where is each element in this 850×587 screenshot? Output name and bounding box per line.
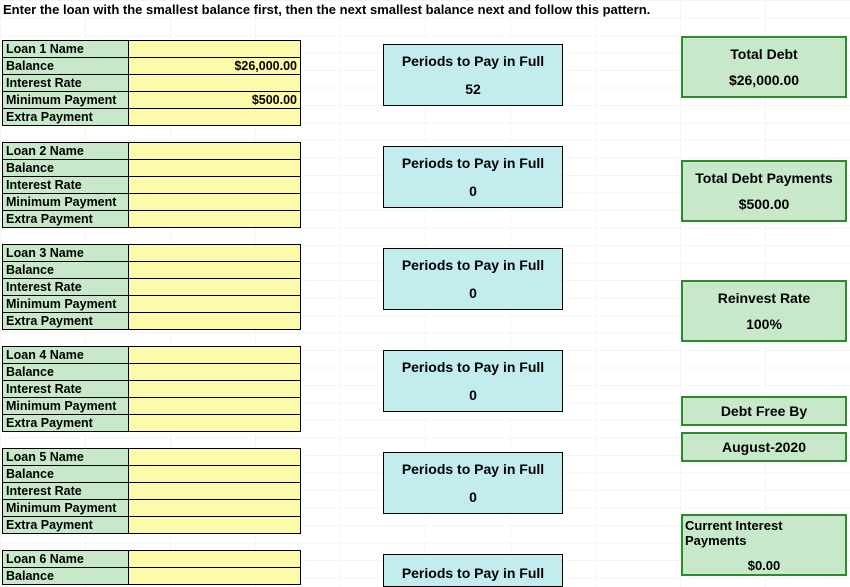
summary-value: $500.00 <box>739 196 790 212</box>
loan-field-input[interactable] <box>129 483 300 499</box>
loan-field-input[interactable] <box>129 211 300 227</box>
loan-block-1: Loan 1 NameBalance$26,000.00Interest Rat… <box>2 40 301 126</box>
loan-block-4: Loan 4 NameBalanceInterest RateMinimum P… <box>2 346 301 432</box>
summary-title: Debt Free By <box>721 403 807 419</box>
loan-field-label: Extra Payment <box>3 517 129 533</box>
summary-title: Current Interest Payments <box>685 518 843 548</box>
summary-box-0: Total Debt $26,000.00 <box>681 36 847 98</box>
loan-block-6: Loan 6 NameBalance <box>2 550 301 585</box>
loan-field-input[interactable] <box>129 177 300 193</box>
periods-box-1: Periods to Pay in Full 52 <box>383 44 563 106</box>
loan-field-input[interactable] <box>129 296 300 312</box>
loan-field-input[interactable] <box>129 262 300 278</box>
periods-box-3: Periods to Pay in Full 0 <box>383 248 563 310</box>
loan-name-label: Loan 1 Name <box>3 41 129 57</box>
summary-box-3: Debt Free By <box>681 396 847 426</box>
loan-name-input[interactable] <box>129 41 300 57</box>
loan-field-input[interactable]: $26,000.00 <box>129 58 300 74</box>
loan-field-label: Minimum Payment <box>3 194 129 210</box>
periods-label: Periods to Pay in Full <box>402 53 544 69</box>
loan-field-label: Interest Rate <box>3 75 129 91</box>
loan-field-input[interactable] <box>129 194 300 210</box>
periods-label: Periods to Pay in Full <box>402 257 544 273</box>
loan-field-input[interactable] <box>129 517 300 533</box>
summary-title: Total Debt <box>730 46 797 62</box>
periods-box-5: Periods to Pay in Full 0 <box>383 452 563 514</box>
summary-title: Reinvest Rate <box>718 290 811 306</box>
loan-field-label: Balance <box>3 466 129 482</box>
periods-label: Periods to Pay in Full <box>402 155 544 171</box>
loan-field-label: Interest Rate <box>3 483 129 499</box>
loan-field-input[interactable] <box>129 313 300 329</box>
periods-box-2: Periods to Pay in Full 0 <box>383 146 563 208</box>
loan-field-input[interactable] <box>129 364 300 380</box>
loan-name-input[interactable] <box>129 143 300 159</box>
loan-field-label: Balance <box>3 58 129 74</box>
loan-name-input[interactable] <box>129 551 300 567</box>
periods-label: Periods to Pay in Full <box>402 461 544 477</box>
loan-field-label: Minimum Payment <box>3 500 129 516</box>
periods-box-6: Periods to Pay in Full <box>383 554 563 587</box>
summary-box-4: August-2020 <box>681 432 847 462</box>
loan-field-input[interactable] <box>129 500 300 516</box>
loan-name-input[interactable] <box>129 347 300 363</box>
loan-field-label: Minimum Payment <box>3 296 129 312</box>
loan-field-input[interactable] <box>129 109 300 125</box>
loan-field-label: Extra Payment <box>3 415 129 431</box>
loan-field-input[interactable] <box>129 415 300 431</box>
periods-value: 0 <box>469 183 477 199</box>
summary-title: Total Debt Payments <box>695 170 832 186</box>
summary-box-2: Reinvest Rate 100% <box>681 280 847 342</box>
summary-box-1: Total Debt Payments $500.00 <box>681 160 847 222</box>
periods-value: 0 <box>469 285 477 301</box>
summary-box-5: Current Interest Payments $0.00 <box>681 514 847 576</box>
loan-name-input[interactable] <box>129 449 300 465</box>
summary-title: August-2020 <box>722 439 806 455</box>
loan-field-label: Extra Payment <box>3 313 129 329</box>
loan-field-input[interactable] <box>129 160 300 176</box>
instruction-header: Enter the loan with the smallest balance… <box>3 2 650 17</box>
loan-field-label: Minimum Payment <box>3 92 129 108</box>
loan-block-2: Loan 2 NameBalanceInterest RateMinimum P… <box>2 142 301 228</box>
loan-field-label: Minimum Payment <box>3 398 129 414</box>
loan-field-input[interactable] <box>129 466 300 482</box>
loan-field-input[interactable] <box>129 568 300 584</box>
loan-block-3: Loan 3 NameBalanceInterest RateMinimum P… <box>2 244 301 330</box>
loan-name-label: Loan 2 Name <box>3 143 129 159</box>
loan-field-label: Extra Payment <box>3 211 129 227</box>
loan-field-label: Balance <box>3 262 129 278</box>
loan-field-label: Interest Rate <box>3 279 129 295</box>
loan-field-label: Interest Rate <box>3 177 129 193</box>
loan-name-input[interactable] <box>129 245 300 261</box>
loan-field-input[interactable] <box>129 279 300 295</box>
loan-field-label: Balance <box>3 364 129 380</box>
periods-value: 0 <box>469 489 477 505</box>
periods-label: Periods to Pay in Full <box>402 565 544 581</box>
loan-name-label: Loan 5 Name <box>3 449 129 465</box>
loan-name-label: Loan 6 Name <box>3 551 129 567</box>
loan-field-input[interactable] <box>129 398 300 414</box>
loan-name-label: Loan 3 Name <box>3 245 129 261</box>
loan-name-label: Loan 4 Name <box>3 347 129 363</box>
loan-field-input[interactable]: $500.00 <box>129 92 300 108</box>
loan-field-input[interactable] <box>129 381 300 397</box>
loan-field-label: Interest Rate <box>3 381 129 397</box>
loan-field-label: Extra Payment <box>3 109 129 125</box>
periods-value: 52 <box>465 81 481 97</box>
periods-label: Periods to Pay in Full <box>402 359 544 375</box>
summary-value: $0.00 <box>748 558 781 573</box>
summary-value: 100% <box>746 316 782 332</box>
periods-value: 0 <box>469 387 477 403</box>
loan-block-5: Loan 5 NameBalanceInterest RateMinimum P… <box>2 448 301 534</box>
periods-box-4: Periods to Pay in Full 0 <box>383 350 563 412</box>
loan-field-label: Balance <box>3 568 129 584</box>
summary-value: $26,000.00 <box>729 72 799 88</box>
loan-field-input[interactable] <box>129 75 300 91</box>
loan-field-label: Balance <box>3 160 129 176</box>
